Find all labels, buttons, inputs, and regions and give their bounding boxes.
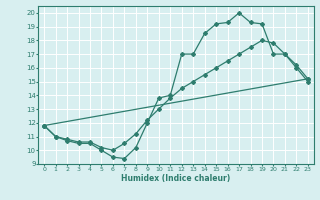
X-axis label: Humidex (Indice chaleur): Humidex (Indice chaleur): [121, 174, 231, 183]
